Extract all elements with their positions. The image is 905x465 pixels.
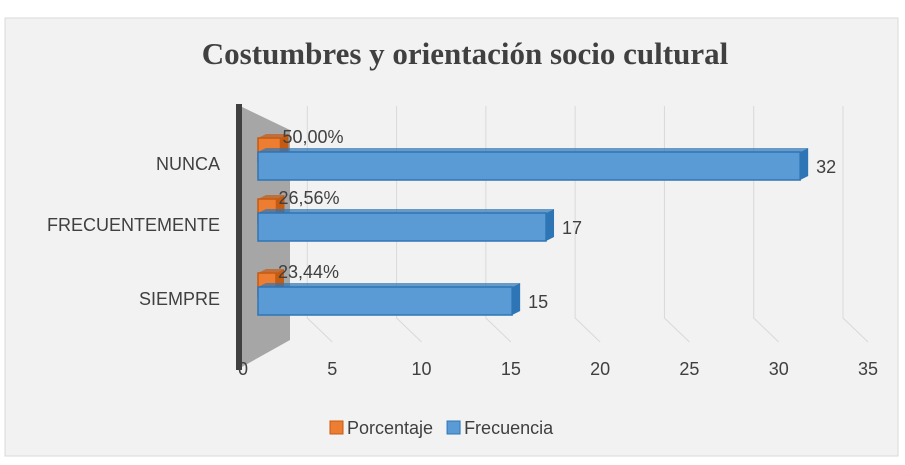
data-label: 15 <box>528 292 548 312</box>
bar-side <box>512 283 521 315</box>
legend-label: Frecuencia <box>464 418 554 438</box>
x-tick-label: 20 <box>590 359 610 379</box>
x-tick-label: 35 <box>858 359 878 379</box>
bar-front <box>257 151 801 181</box>
bar-top <box>258 283 521 287</box>
bar <box>257 209 555 242</box>
bar-top <box>258 209 555 213</box>
bar-top <box>258 269 284 273</box>
bar-side <box>546 209 555 241</box>
bar-top <box>258 195 285 199</box>
legend-swatch <box>446 420 461 435</box>
chart-title: Costumbres y orientación socio cultural <box>202 36 729 71</box>
y-tick-label: FRECUENTEMENTE <box>47 215 220 235</box>
y-tick-label: NUNCA <box>156 154 220 174</box>
bar <box>257 283 521 316</box>
data-label: 32 <box>816 157 836 177</box>
x-tick-label: 0 <box>238 359 248 379</box>
grid-line <box>842 106 869 343</box>
x-tick-label: 30 <box>769 359 789 379</box>
wall-edge <box>236 104 242 370</box>
y-tick-label: SIEMPRE <box>139 289 220 309</box>
x-tick-label: 10 <box>412 359 432 379</box>
data-label: 23,44% <box>278 262 339 282</box>
bar <box>257 148 809 181</box>
x-tick-label: 5 <box>327 359 337 379</box>
data-label: 50,00% <box>282 127 343 147</box>
bar-front <box>257 212 547 242</box>
bar-front <box>257 286 513 316</box>
bar-top <box>258 148 809 152</box>
x-tick-label: 15 <box>501 359 521 379</box>
legend-swatch <box>329 420 344 435</box>
data-label: 26,56% <box>279 188 340 208</box>
legend-label: Porcentaje <box>347 418 433 438</box>
bar-top <box>258 134 289 138</box>
data-label: 17 <box>562 218 582 238</box>
bar-side <box>800 148 809 180</box>
x-tick-label: 25 <box>679 359 699 379</box>
